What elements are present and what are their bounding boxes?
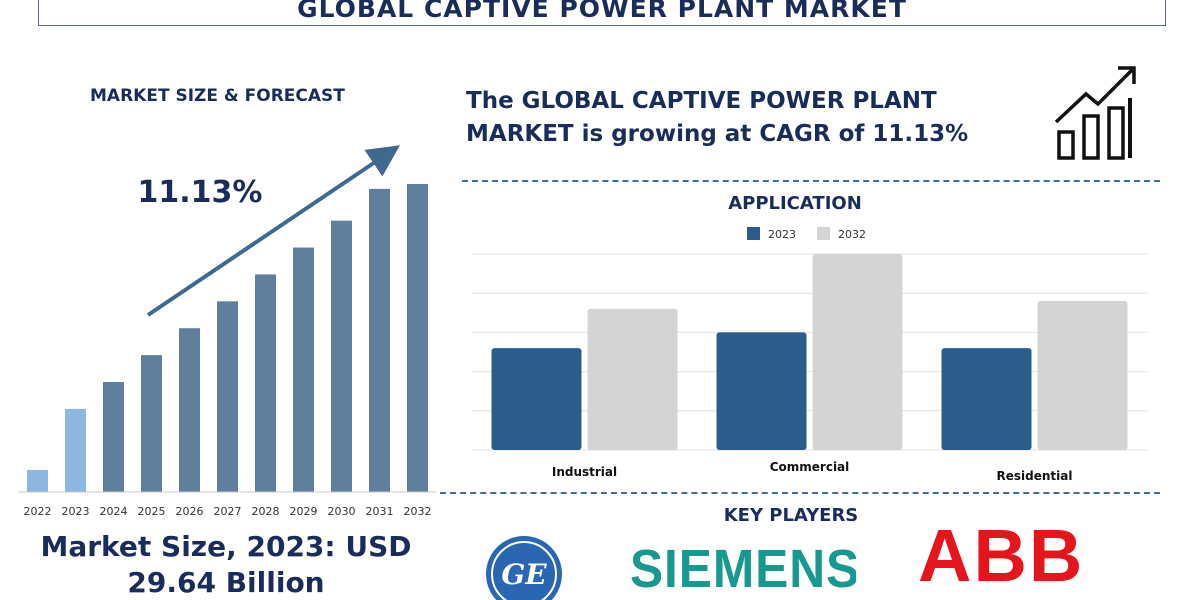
forecast-tick-label: 2022 [24, 505, 52, 518]
forecast-bar-2029 [293, 247, 314, 492]
title-banner: GLOBAL CAPTIVE POWER PLANT MARKET [38, 0, 1166, 26]
app-category-label: Industrial [552, 465, 617, 479]
forecast-chart: 2022 2023 2024 2025 2026 2027 2028 2029 2030 2031… [18, 145, 436, 518]
headline-line1: The GLOBAL CAPTIVE POWER PLANT [466, 88, 937, 114]
application-chart: 2023 2032 Industrial Commercial Residential [472, 227, 1147, 483]
legend-swatch-2023 [747, 227, 760, 240]
cagr-annotation: 11.13% [138, 175, 263, 210]
forecast-bar-2028 [255, 274, 276, 492]
legend-label-2032: 2032 [838, 228, 866, 241]
forecast-bar-2027 [217, 301, 238, 492]
siemens-logo: SIEMENS [630, 538, 856, 598]
application-heading: APPLICATION [728, 193, 862, 214]
app-bar-commercial-2032 [812, 254, 903, 450]
forecast-tick-label: 2024 [100, 505, 128, 518]
forecast-tick-label: 2029 [290, 505, 318, 518]
app-bar-industrial-2032 [587, 308, 678, 450]
forecast-tick-label: 2027 [214, 505, 242, 518]
market-size-line1: Market Size, 2023: USD [40, 530, 412, 563]
ge-logo-text: GE [501, 558, 547, 591]
forecast-tick-label: 2028 [252, 505, 280, 518]
growth-bar-chart-icon [1054, 66, 1136, 160]
forecast-bar-2022 [27, 470, 48, 492]
forecast-bar-2025 [141, 355, 162, 492]
forecast-tick-label: 2032 [404, 505, 432, 518]
abb-logo-text: ABB [918, 520, 1085, 592]
app-bar-industrial-2023 [491, 348, 582, 450]
app-bar-commercial-2023 [716, 332, 807, 450]
ge-logo: GE [486, 536, 562, 600]
market-size-line2: 29.64 Billion [127, 566, 325, 599]
app-category-label: Residential [997, 469, 1073, 483]
growth-arrow-icon [146, 145, 400, 317]
forecast-bar-2026 [179, 328, 200, 492]
app-bar-residential-2032 [1037, 301, 1128, 450]
market-size-heading: MARKET SIZE & FORECAST [90, 86, 345, 106]
forecast-bar-2023 [65, 408, 86, 492]
forecast-bar-2030 [331, 220, 352, 492]
forecast-tick-label: 2023 [62, 505, 90, 518]
forecast-bar-2032 [407, 184, 428, 492]
divider-bottom [440, 492, 1160, 494]
page-title: GLOBAL CAPTIVE POWER PLANT MARKET [297, 0, 907, 23]
siemens-logo-text: SIEMENS [630, 539, 856, 598]
key-players-heading: KEY PLAYERS [723, 505, 859, 526]
abb-logo: ABB [918, 520, 1094, 592]
legend-label-2023: 2023 [768, 228, 796, 241]
app-bar-residential-2023 [941, 348, 1032, 450]
legend-swatch-2032 [817, 227, 830, 240]
forecast-tick-label: 2025 [138, 505, 166, 518]
headline-line2: MARKET is growing at CAGR of 11.13% [466, 121, 969, 147]
forecast-tick-label: 2026 [176, 505, 204, 518]
divider-top [462, 180, 1160, 182]
forecast-tick-label: 2031 [366, 505, 394, 518]
forecast-bar-2031 [369, 188, 390, 492]
forecast-bar-2024 [103, 382, 124, 492]
app-category-label: Commercial [770, 460, 850, 474]
forecast-tick-label: 2030 [328, 505, 356, 518]
